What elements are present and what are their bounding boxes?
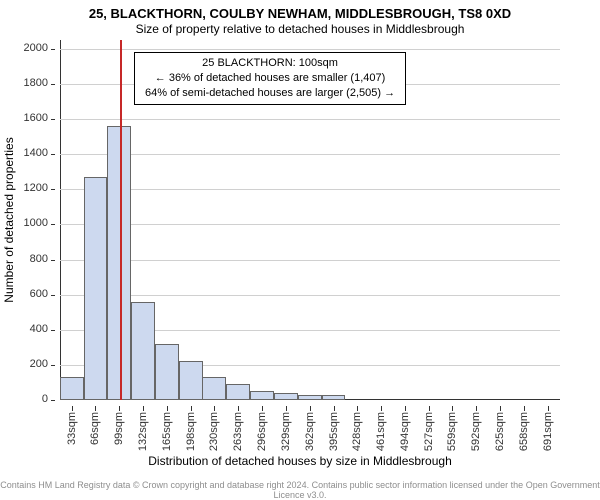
annotation-line: 25 BLACKTHORN: 100sqm [145, 56, 395, 71]
histogram-bar [60, 377, 84, 400]
histogram-bar [226, 384, 250, 400]
annotation-line: ← 36% of detached houses are smaller (1,… [145, 71, 395, 86]
histogram-bar [322, 395, 346, 400]
histogram-bar [274, 393, 298, 400]
gridline [60, 189, 560, 190]
x-axis-label: Distribution of detached houses by size … [0, 454, 600, 468]
histogram-bar [250, 391, 274, 400]
gridline [60, 49, 560, 50]
gridline [60, 119, 560, 120]
histogram-bar [298, 395, 322, 400]
y-axis-label: Number of detached properties [2, 137, 16, 302]
histogram-bar [202, 377, 226, 400]
credit-text: Contains HM Land Registry data © Crown c… [0, 480, 600, 500]
chart-plot-area: 020040060080010001200140016001800200033s… [60, 40, 560, 400]
chart-subtitle: Size of property relative to detached ho… [0, 22, 600, 36]
histogram-bar [179, 361, 203, 400]
gridline [60, 295, 560, 296]
chart-title: 25, BLACKTHORN, COULBY NEWHAM, MIDDLESBR… [0, 6, 600, 21]
gridline [60, 260, 560, 261]
histogram-bar [84, 177, 108, 400]
annotation-line: 64% of semi-detached houses are larger (… [145, 86, 395, 101]
gridline [60, 224, 560, 225]
highlight-vline [120, 40, 122, 400]
histogram-bar [131, 302, 155, 400]
annotation-box: 25 BLACKTHORN: 100sqm← 36% of detached h… [134, 52, 406, 105]
gridline [60, 154, 560, 155]
histogram-bar [155, 344, 179, 400]
